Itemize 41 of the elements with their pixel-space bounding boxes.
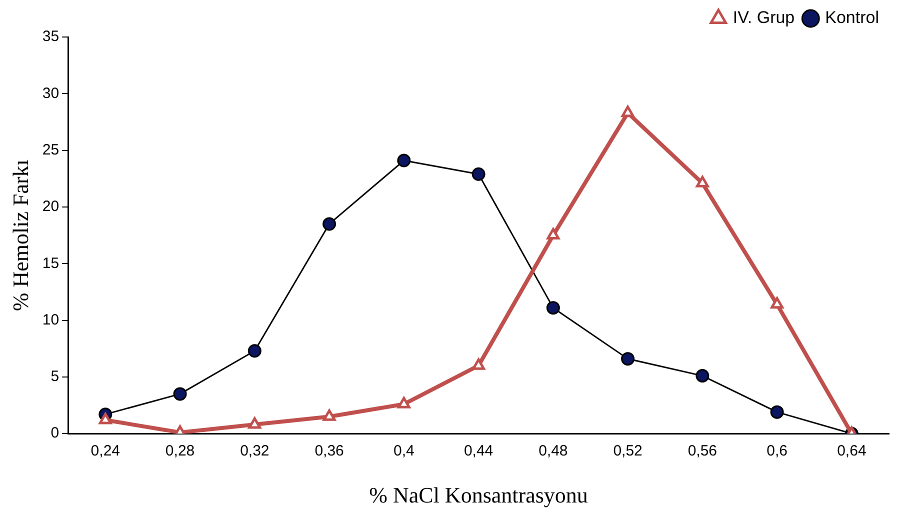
y-tick-label: 30 — [42, 84, 60, 102]
x-axis-title: % NaCl Konsantrasyonu — [369, 482, 588, 508]
point — [322, 409, 336, 421]
y-tick-label: 15 — [42, 254, 60, 272]
x-tick-label: 0,4 — [393, 442, 414, 460]
point — [98, 412, 112, 424]
point — [770, 297, 784, 309]
point — [472, 358, 485, 370]
x-tick-label: 0,36 — [314, 442, 344, 460]
point — [472, 167, 486, 181]
point — [397, 396, 410, 408]
point — [696, 369, 710, 383]
point — [248, 417, 262, 429]
point — [770, 405, 784, 419]
point — [173, 387, 187, 401]
point — [546, 301, 560, 315]
x-tick-label: 0,32 — [240, 442, 270, 460]
x-tick-label: 0,64 — [837, 442, 866, 460]
y-tick-label: 35 — [42, 28, 60, 46]
point — [397, 154, 411, 168]
point — [248, 344, 262, 358]
legend-label: IV. Grup — [732, 8, 795, 28]
x-tick-label: 0,48 — [538, 442, 568, 460]
x-tick-label: 0,6 — [766, 442, 788, 460]
x-tick-label: 0,24 — [90, 442, 120, 460]
point — [621, 106, 634, 118]
y-axis-title: % Hemoliz Farkı — [8, 160, 33, 312]
x-tick-label: 0,56 — [688, 442, 718, 460]
point — [696, 176, 709, 188]
y-tick-label: 10 — [42, 311, 60, 328]
x-tick-label: 0,28 — [165, 442, 195, 460]
x-tick-label: 0,44 — [464, 442, 494, 460]
legend-label: Kontrol — [825, 8, 880, 28]
point — [621, 352, 635, 366]
y-tick-label: 0 — [50, 424, 60, 442]
y-tick-label: 5 — [50, 368, 60, 386]
y-tick-label: 20 — [42, 198, 60, 216]
x-tick-label: 0,52 — [613, 442, 642, 460]
point — [546, 228, 560, 240]
y-tick-label: 25 — [42, 141, 60, 158]
point — [322, 217, 336, 231]
